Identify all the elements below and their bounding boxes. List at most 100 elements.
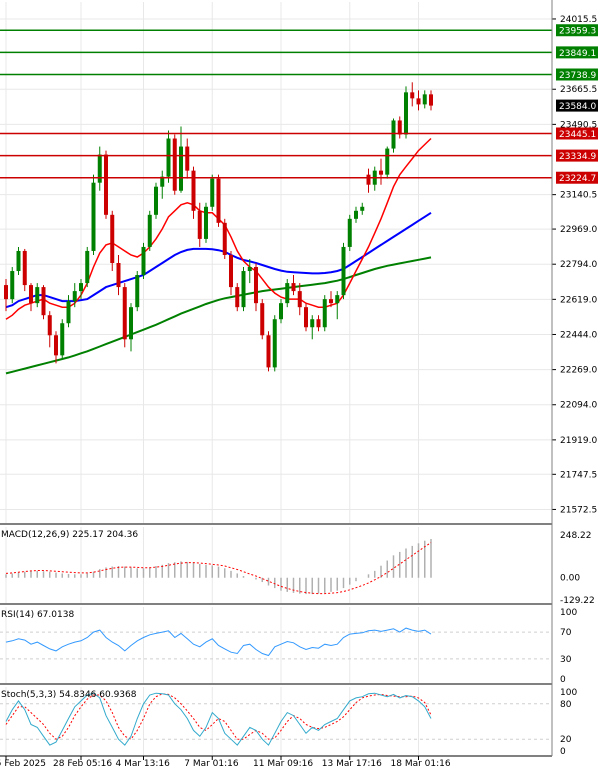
- rsi-title: RSI(14) 67.0138: [1, 610, 74, 620]
- candle-body: [172, 138, 177, 191]
- candle: [347, 214, 352, 251]
- candle-body: [72, 291, 77, 302]
- macd-signal-line: [5, 542, 432, 595]
- candle: [235, 283, 240, 312]
- candle-body: [379, 170, 383, 175]
- candle: [97, 146, 102, 191]
- candle-body: [166, 138, 171, 177]
- candle-body: [366, 174, 371, 185]
- candle: [429, 90, 433, 111]
- macd-tick-label: 0.00: [560, 574, 580, 584]
- time-tick-label: 25 Feb 2025: [0, 759, 46, 767]
- price-tick-label: 22619.0: [560, 295, 597, 305]
- candle: [304, 303, 308, 332]
- support-label: 23224.7: [559, 174, 596, 184]
- candle: [335, 291, 340, 320]
- macd-tick-label: 248.22: [560, 531, 592, 541]
- candle-body: [254, 267, 258, 304]
- price-tick-label: 22969.0: [560, 225, 597, 235]
- candle-body: [422, 94, 427, 105]
- rsi-tick-label: 100: [560, 608, 577, 618]
- candle: [47, 311, 52, 348]
- current-price-label-bg: [556, 99, 598, 112]
- candle-body: [429, 94, 433, 106]
- price-tick-label: 24015.5: [560, 15, 597, 25]
- candle-body: [141, 246, 146, 276]
- candle-body: [316, 319, 321, 328]
- candle-body: [116, 263, 121, 288]
- current-price-label: 23584.0: [559, 102, 596, 112]
- candle-body: [266, 335, 271, 368]
- candle-body: [85, 250, 90, 284]
- candle: [329, 291, 333, 308]
- resistance-label-bg: [556, 24, 598, 37]
- rsi-line: [5, 627, 432, 657]
- candle-body: [335, 295, 340, 304]
- candle-body: [54, 335, 58, 356]
- candle-body: [304, 307, 308, 328]
- resistance-label-bg: [556, 46, 598, 59]
- candle-body: [279, 303, 283, 320]
- candle: [116, 254, 121, 296]
- candle: [160, 170, 165, 199]
- support-label-bg: [556, 171, 598, 184]
- candle-body: [29, 285, 33, 304]
- stoch-tick-label: 20: [560, 735, 572, 745]
- candle: [66, 295, 71, 328]
- candle-body: [222, 222, 227, 255]
- price-tick-label: 21572.5: [560, 505, 597, 515]
- candle: [197, 202, 202, 247]
- candle: [60, 319, 65, 360]
- price-tick-label: 23140.5: [560, 191, 597, 201]
- rsi-tick-label: 70: [560, 628, 572, 638]
- candle: [141, 242, 146, 280]
- candle-body: [354, 210, 358, 219]
- candle-body: [60, 323, 65, 356]
- candle: [79, 279, 83, 300]
- candle-body: [154, 186, 158, 215]
- candle: [91, 174, 96, 255]
- candle-body: [66, 301, 71, 324]
- candle-body: [97, 154, 102, 183]
- candle: [35, 283, 40, 308]
- resistance-label: 23959.3: [559, 27, 596, 37]
- candle-body: [247, 267, 252, 272]
- time-tick-label: 13 Mar 17:16: [322, 759, 382, 767]
- rsi-tick-label: 30: [560, 655, 572, 665]
- candle-body: [191, 170, 196, 211]
- candle: [397, 116, 402, 139]
- candle: [260, 299, 265, 340]
- candle-body: [285, 283, 290, 304]
- candle-body: [204, 206, 208, 239]
- candle: [129, 303, 133, 352]
- stoch-k-line: [5, 692, 432, 746]
- candle: [316, 315, 321, 332]
- candle-body: [10, 271, 15, 300]
- candle-body: [210, 178, 215, 207]
- ma-slow-line: [5, 256, 432, 375]
- candle-body: [360, 206, 365, 211]
- candle: [279, 299, 283, 324]
- candle-body: [122, 287, 127, 340]
- candle: [204, 202, 208, 243]
- candle-body: [35, 287, 40, 304]
- time-tick-label: 28 Feb 05:16: [53, 759, 112, 767]
- candle-body: [216, 178, 221, 223]
- stoch-tick-label: 80: [560, 700, 572, 710]
- candle: [210, 174, 215, 211]
- candle-body: [397, 120, 402, 135]
- candle-body: [47, 315, 52, 336]
- candle: [360, 202, 365, 215]
- candle-body: [272, 319, 277, 368]
- stoch-tick-label: 100: [560, 688, 577, 698]
- candle-body: [197, 210, 202, 239]
- candle: [154, 182, 158, 219]
- candle-body: [385, 148, 390, 175]
- candle: [22, 248, 27, 292]
- candle: [272, 315, 277, 372]
- candle-body: [310, 319, 315, 328]
- rsi-tick-label: 0: [560, 675, 566, 685]
